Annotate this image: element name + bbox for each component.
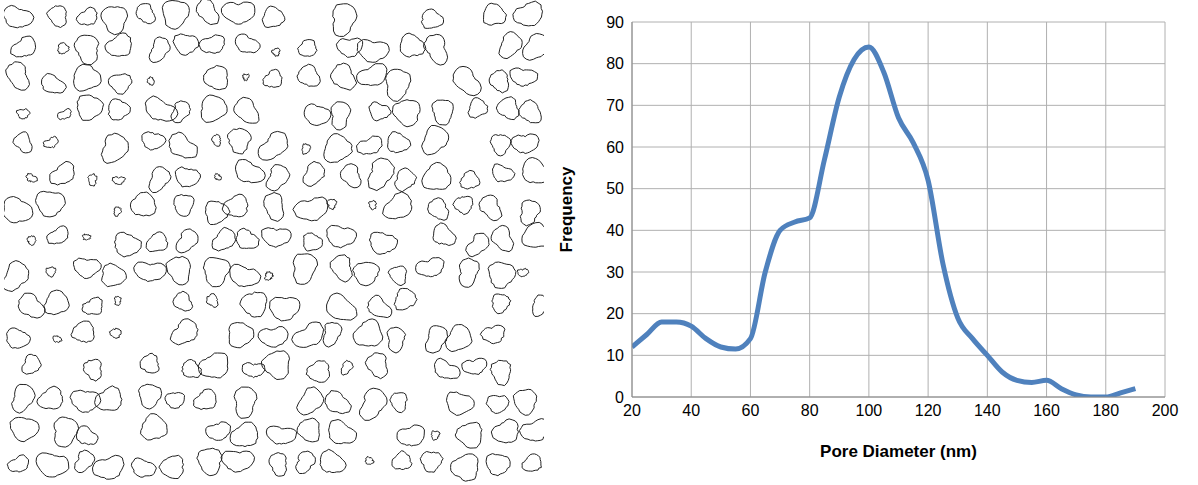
svg-text:50: 50 xyxy=(606,180,624,197)
svg-text:100: 100 xyxy=(856,402,883,419)
svg-text:10: 10 xyxy=(606,347,624,364)
svg-text:160: 160 xyxy=(1033,402,1060,419)
svg-text:20: 20 xyxy=(623,402,641,419)
svg-text:40: 40 xyxy=(682,402,700,419)
svg-text:80: 80 xyxy=(801,402,819,419)
svg-text:Frequency: Frequency xyxy=(557,166,576,253)
svg-text:60: 60 xyxy=(606,139,624,156)
svg-text:Pore Diameter (nm): Pore Diameter (nm) xyxy=(820,442,977,461)
svg-text:200: 200 xyxy=(1152,402,1179,419)
svg-text:180: 180 xyxy=(1092,402,1119,419)
svg-text:20: 20 xyxy=(606,305,624,322)
svg-text:70: 70 xyxy=(606,97,624,114)
svg-text:40: 40 xyxy=(606,222,624,239)
svg-text:0: 0 xyxy=(615,389,624,406)
svg-text:140: 140 xyxy=(974,402,1001,419)
svg-text:80: 80 xyxy=(606,55,624,72)
svg-text:120: 120 xyxy=(915,402,942,419)
svg-text:90: 90 xyxy=(606,14,624,31)
svg-text:30: 30 xyxy=(606,264,624,281)
svg-text:60: 60 xyxy=(742,402,760,419)
